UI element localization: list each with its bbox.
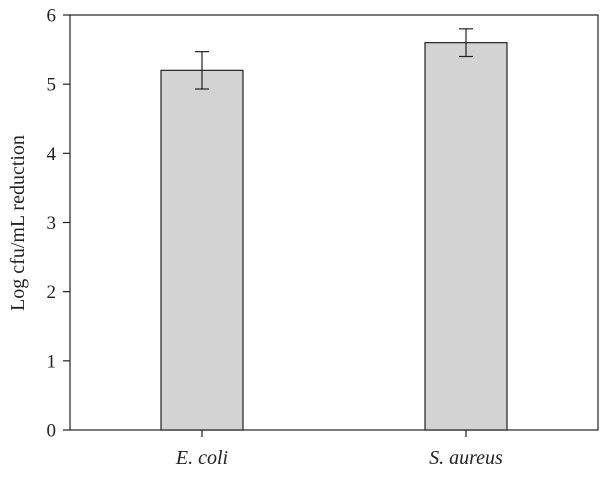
- y-tick-label: 2: [47, 282, 57, 303]
- y-tick-label: 3: [47, 213, 57, 234]
- bar: [160, 69, 244, 431]
- y-tick-label: 5: [47, 75, 57, 96]
- y-axis-title: Log cfu/mL reduction: [7, 135, 29, 311]
- y-tick-label: 1: [47, 351, 57, 372]
- plot-frame: [69, 14, 599, 431]
- y-tick-label: 4: [47, 144, 57, 165]
- y-tick-label: 0: [47, 421, 57, 442]
- bar: [424, 42, 508, 431]
- y-tick-label: 6: [47, 6, 57, 27]
- x-category-label: S. aureus: [429, 447, 503, 469]
- x-category-label: E. coli: [175, 447, 228, 469]
